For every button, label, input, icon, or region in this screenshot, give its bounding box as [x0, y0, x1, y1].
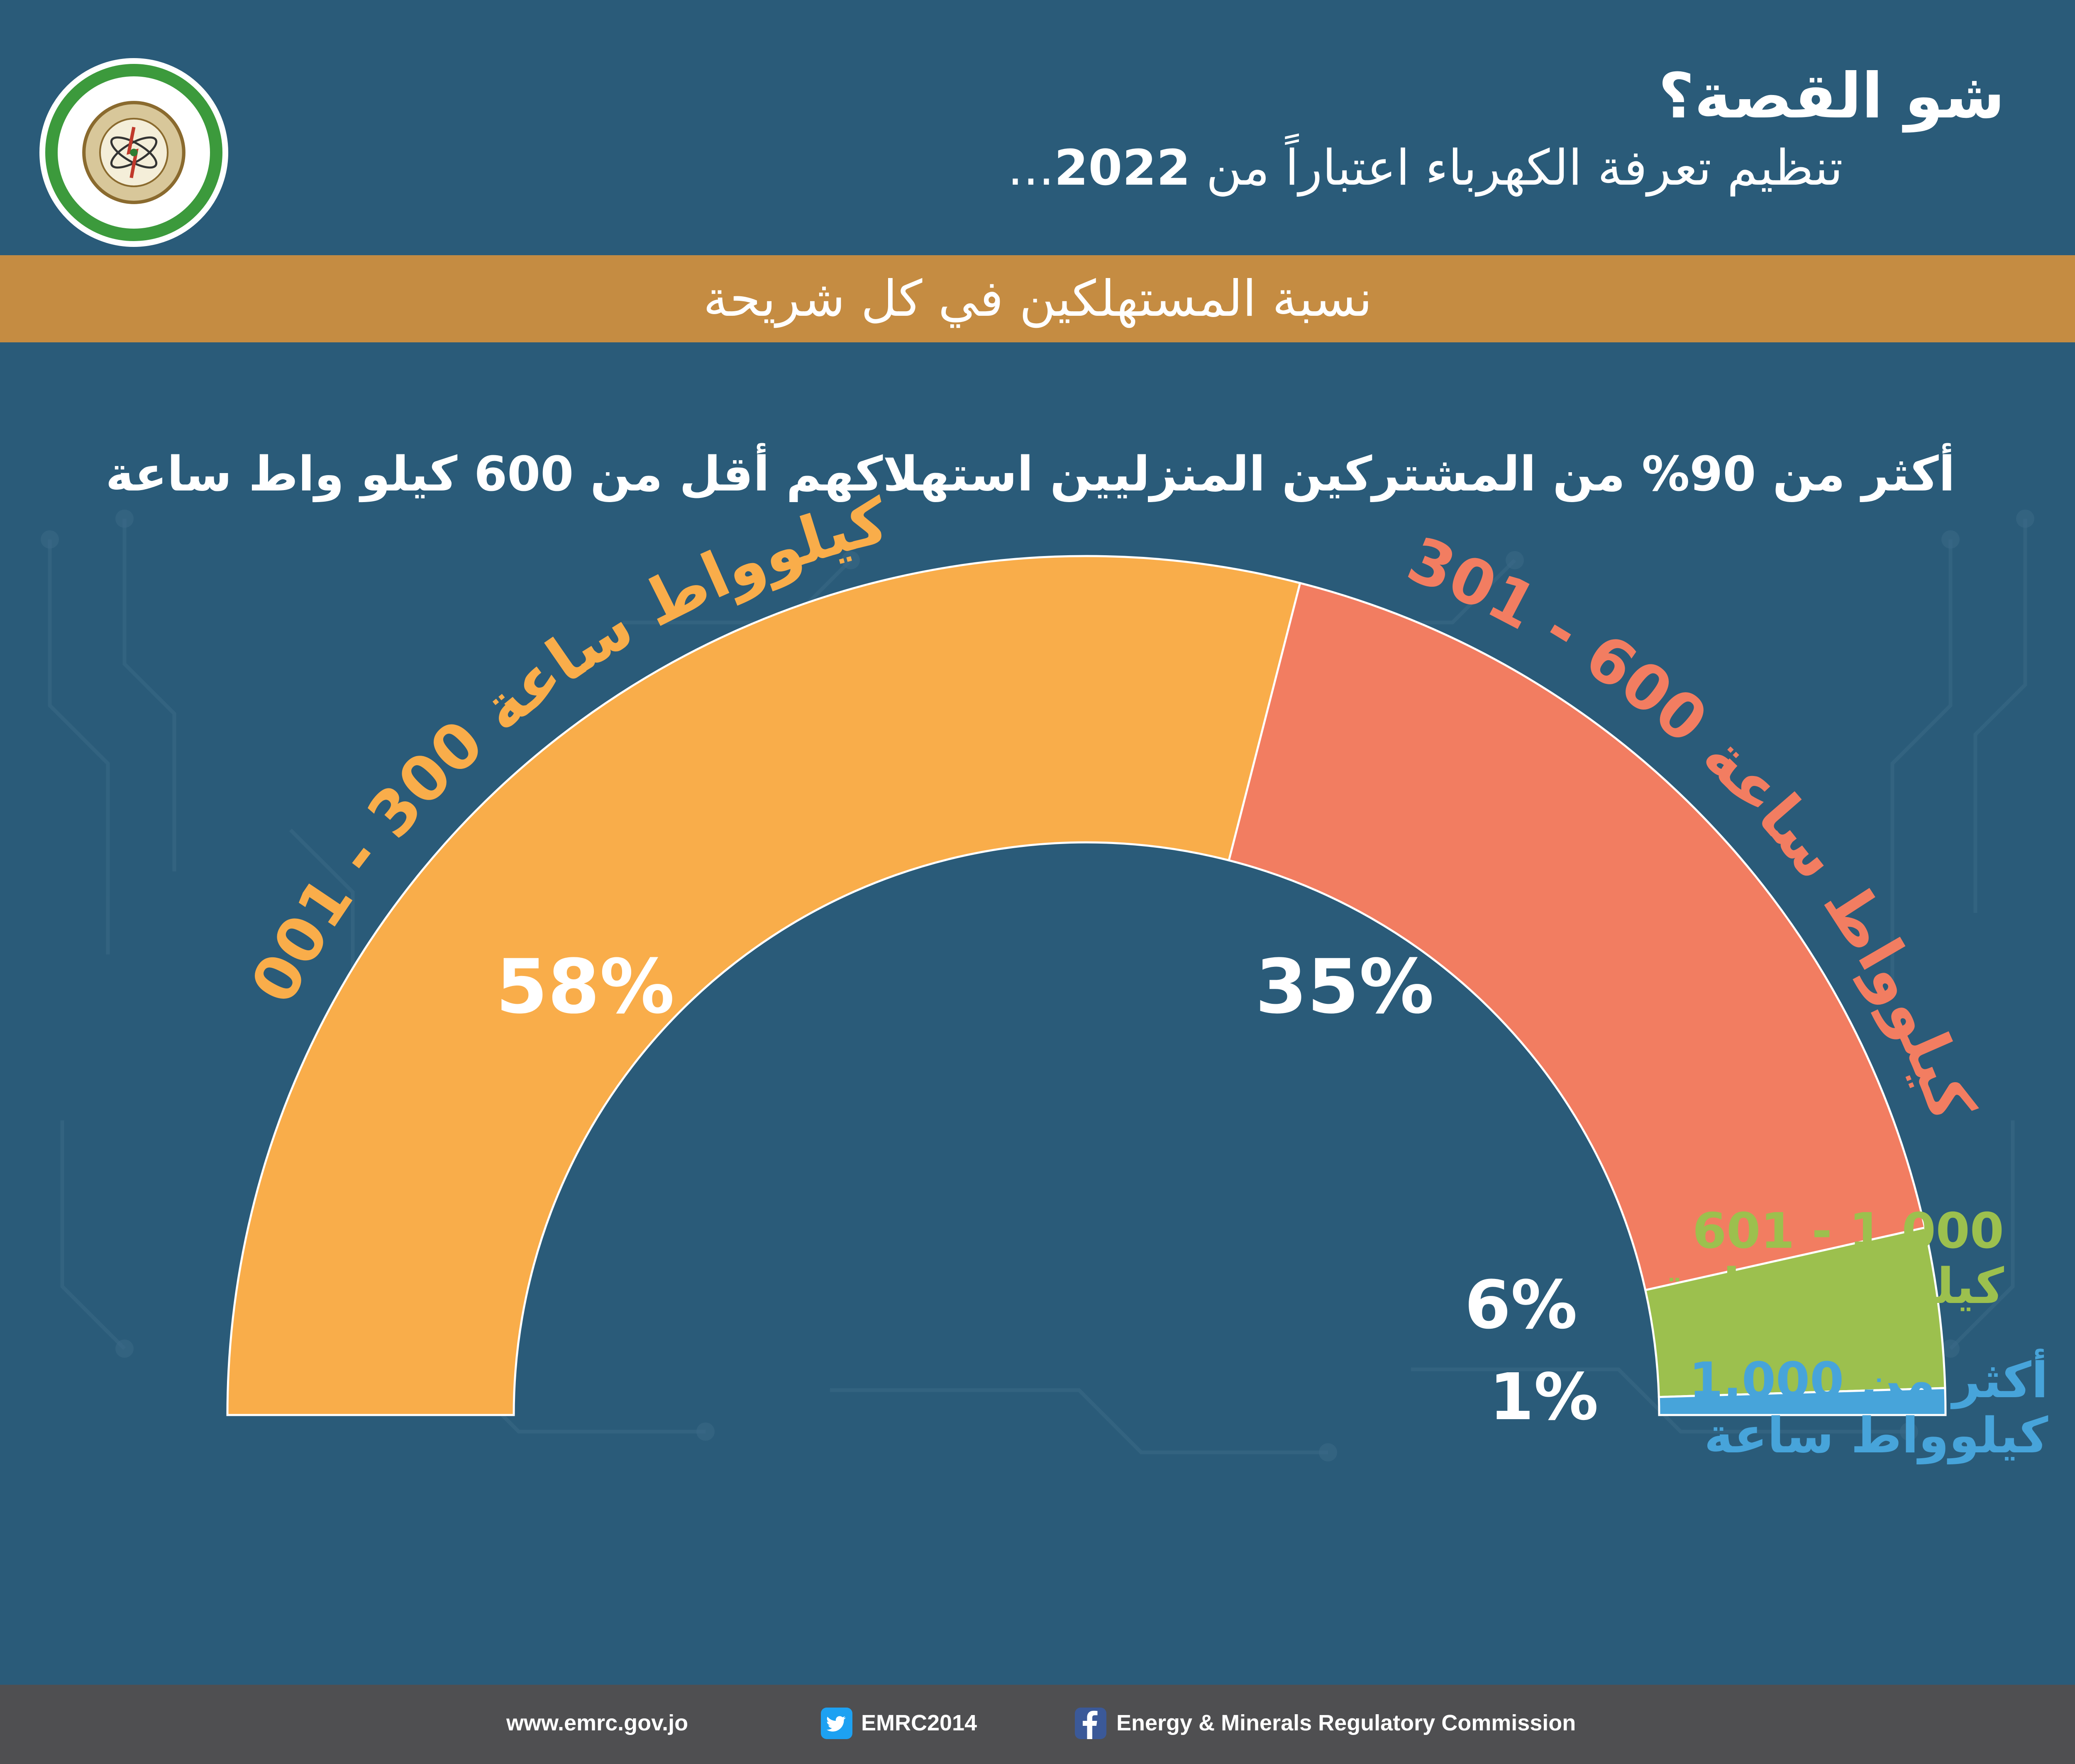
- slice-label-over-1000-range: أكثر من 1,000: [1689, 1352, 2048, 1409]
- consumption-half-donut-chart: 58% 35%6%1%001 - 300 كيلوواط ساعة 301 - 60…: [226, 484, 1989, 1435]
- chart-headline: أكثر من 90% من المشتركين المنزليين استهل…: [105, 446, 1955, 502]
- page-title: شو القصة؟: [1658, 60, 2005, 132]
- page-subtitle: تنظيم تعرفة الكهرباء اعتباراً من 2022...: [1008, 141, 1843, 195]
- slice-301-600: [1228, 581, 1926, 1291]
- subtitle-year: 2022: [1054, 139, 1191, 196]
- slice-1-300: [226, 555, 1301, 1416]
- slice-over-1000-value-label: 1%: [1489, 1359, 1598, 1435]
- slice-label-over-1000-unit: كيلوواط ساعة: [1704, 1407, 2048, 1464]
- subtitle-ellipsis: ...: [1007, 139, 1055, 196]
- twitter-icon[interactable]: [821, 1708, 852, 1739]
- slice-601-1000-value-label: 6%: [1465, 1266, 1577, 1344]
- subtitle-text: تنظيم تعرفة الكهرباء اعتباراً من: [1190, 139, 1843, 196]
- slice-label-over-1000: أكثر من 1,000 كيلوواط ساعة: [1689, 1352, 2048, 1464]
- facebook-page[interactable]: Energy & Minerals Regulatory Commission: [1116, 1710, 1576, 1735]
- section-banner: نسبة المستهلكين في كل شريحة: [0, 255, 2075, 342]
- slice-label-601-1000-unit: كيلوواط ساعة: [1660, 1257, 2004, 1315]
- footer-bar: www.emrc.gov.jo EMRC2014 Energy & Minera…: [0, 1685, 2075, 1764]
- facebook-icon[interactable]: [1075, 1708, 1106, 1739]
- banner-title: نسبة المستهلكين في كل شريحة: [703, 270, 1372, 328]
- slice-over-1000: [1658, 1387, 1947, 1416]
- twitter-handle[interactable]: EMRC2014: [861, 1710, 977, 1735]
- slice-label-601-1000-range: 1,000 - 601: [1692, 1202, 2004, 1259]
- slice-301-600-value-label: 35%: [1255, 944, 1434, 1030]
- slice-label-601-1000: 1,000 - 601 كيلوواط ساعة: [1660, 1203, 2004, 1314]
- slice-1-300-value-label: 58%: [496, 944, 675, 1030]
- emrc-emblem-icon: [62, 81, 206, 224]
- website-link[interactable]: www.emrc.gov.jo: [506, 1710, 688, 1735]
